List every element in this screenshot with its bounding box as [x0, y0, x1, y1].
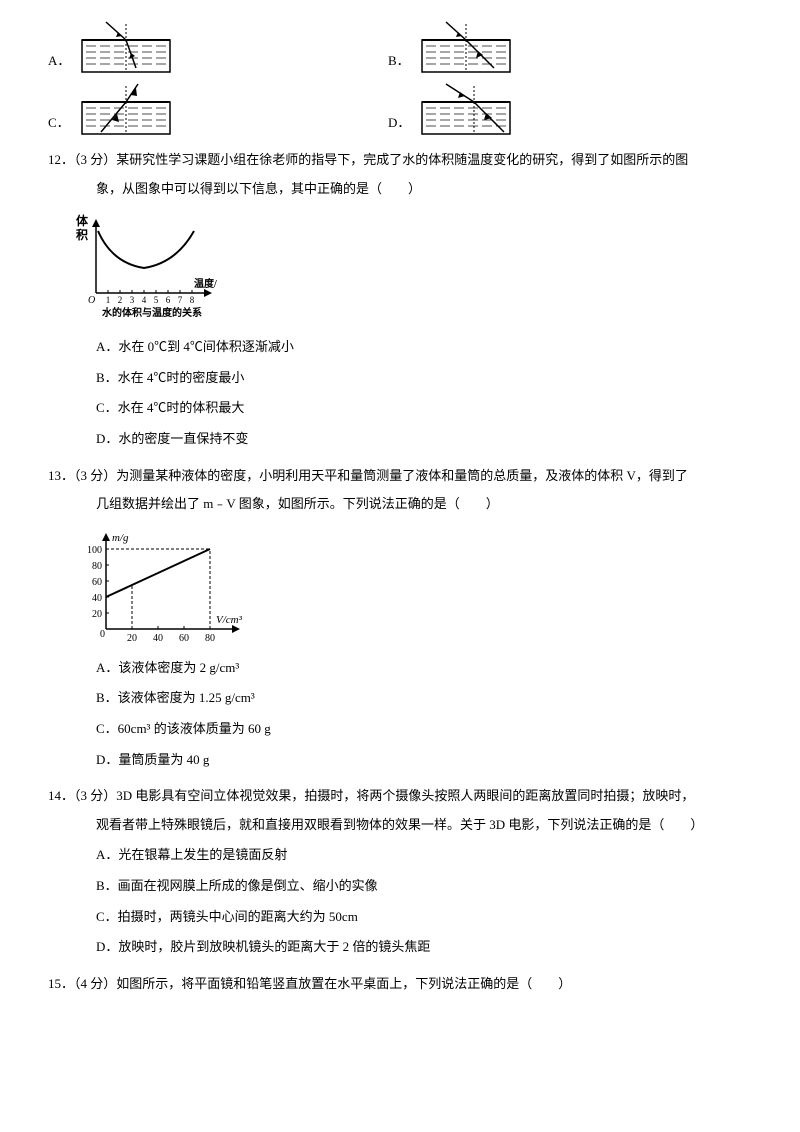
q11-option-c: C． [48, 82, 368, 138]
q13-option-c: C．60cm³ 的该液体质量为 60 g [48, 715, 752, 744]
q12-chart: 体 积 O 12345678 温度/ 水的体积与温度的关系 [76, 213, 752, 323]
svg-text:80: 80 [205, 633, 215, 644]
option-label: D． [388, 109, 410, 138]
q11-options: A． [48, 20, 752, 138]
q13-stem-line1: 13．（3 分）为测量某种液体的密度，小明利用天平和量筒测量了液体和量筒的总质量… [48, 462, 752, 491]
svg-text:100: 100 [87, 545, 102, 556]
q13-option-d: D．量筒质量为 40 g [48, 746, 752, 775]
svg-text:20: 20 [127, 633, 137, 644]
question-14: 14．（3 分）3D 电影具有空间立体视觉效果，拍摄时，将两个摄像头按照人两眼间… [48, 782, 752, 962]
svg-text:m/g: m/g [112, 532, 129, 544]
q11-row-2: C． [48, 82, 752, 138]
svg-text:温度/: 温度/ [194, 277, 217, 290]
option-label: C． [48, 109, 70, 138]
question-15: 15．（4 分）如图所示，将平面镜和铅笔竖直放置在水平桌面上，下列说法正确的是（… [48, 970, 752, 999]
q14-option-d: D．放映时，胶片到放映机镜头的距离大于 2 倍的镜头焦距 [48, 933, 752, 962]
svg-text:80: 80 [92, 561, 102, 572]
question-12: 12．（3 分）某研究性学习课题小组在徐老师的指导下，完成了水的体积随温度变化的… [48, 146, 752, 454]
q13-option-a: A．该液体密度为 2 g/cm³ [48, 654, 752, 683]
q11-option-a: A． [48, 20, 368, 76]
q11-option-b: B． [388, 20, 708, 76]
q12-option-b: B．水在 4℃时的密度最小 [48, 364, 752, 393]
refraction-figure-a [76, 20, 176, 76]
q14-option-b: B．画面在视网膜上所成的像是倒立、缩小的实像 [48, 872, 752, 901]
q11-row-1: A． [48, 20, 752, 76]
q11-option-d: D． [388, 82, 708, 138]
svg-text:8: 8 [190, 295, 195, 305]
q14-stem-line1: 14．（3 分）3D 电影具有空间立体视觉效果，拍摄时，将两个摄像头按照人两眼间… [48, 782, 752, 811]
svg-text:6: 6 [166, 295, 171, 305]
svg-text:60: 60 [179, 633, 189, 644]
svg-text:20: 20 [92, 609, 102, 620]
refraction-figure-d [416, 82, 516, 138]
svg-text:4: 4 [142, 295, 147, 305]
q14-option-c: C．拍摄时，两镜头中心间的距离大约为 50cm [48, 903, 752, 932]
svg-text:40: 40 [153, 633, 163, 644]
q15-stem: 15．（4 分）如图所示，将平面镜和铅笔竖直放置在水平桌面上，下列说法正确的是（… [48, 970, 752, 999]
q14-stem-line2: 观看者带上特殊眼镜后，就和直接用双眼看到物体的效果一样。关于 3D 电影，下列说… [48, 811, 752, 840]
svg-text:0: 0 [100, 629, 105, 640]
question-13: 13．（3 分）为测量某种液体的密度，小明利用天平和量筒测量了液体和量筒的总质量… [48, 462, 752, 775]
option-label: B． [388, 47, 410, 76]
svg-text:7: 7 [178, 295, 183, 305]
svg-text:体: 体 [76, 213, 89, 228]
q13-option-b: B．该液体密度为 1.25 g/cm³ [48, 684, 752, 713]
svg-text:5: 5 [154, 295, 159, 305]
svg-text:2: 2 [118, 295, 123, 305]
svg-text:3: 3 [130, 295, 135, 305]
q12-stem-line1: 12．（3 分）某研究性学习课题小组在徐老师的指导下，完成了水的体积随温度变化的… [48, 146, 752, 175]
q12-stem-line2: 象，从图象中可以得到以下信息，其中正确的是（ ） [48, 175, 752, 204]
refraction-figure-c [76, 82, 176, 138]
svg-text:O: O [88, 295, 95, 306]
svg-text:60: 60 [92, 577, 102, 588]
q12-option-c: C．水在 4℃时的体积最大 [48, 394, 752, 423]
svg-text:40: 40 [92, 593, 102, 604]
q12-option-a: A．水在 0℃到 4℃间体积逐渐减小 [48, 333, 752, 362]
q12-option-d: D．水的密度一直保持不变 [48, 425, 752, 454]
svg-text:1: 1 [106, 295, 111, 305]
option-label: A． [48, 47, 70, 76]
refraction-figure-b [416, 20, 516, 76]
svg-text:积: 积 [76, 227, 88, 242]
svg-text:水的体积与温度的关系: 水的体积与温度的关系 [101, 306, 202, 319]
q14-option-a: A．光在银幕上发生的是镜面反射 [48, 841, 752, 870]
q13-chart: m/g V/cm³ 20 40 60 80 100 0 20 40 60 80 [76, 529, 752, 644]
svg-text:V/cm³: V/cm³ [216, 614, 243, 626]
q13-stem-line2: 几组数据并绘出了 m﹣V 图象，如图所示。下列说法正确的是（ ） [48, 490, 752, 519]
